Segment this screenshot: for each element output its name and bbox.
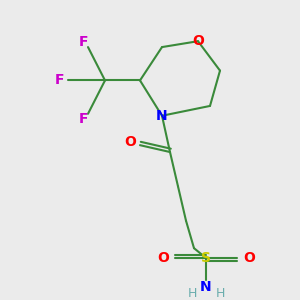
- Text: O: O: [124, 135, 136, 149]
- Text: F: F: [55, 74, 65, 87]
- Text: N: N: [156, 109, 168, 123]
- Text: O: O: [243, 251, 255, 265]
- Text: O: O: [157, 251, 169, 265]
- Text: N: N: [200, 280, 212, 294]
- Text: S: S: [201, 251, 211, 265]
- Text: H: H: [187, 287, 197, 300]
- Text: F: F: [78, 35, 88, 49]
- Text: F: F: [78, 112, 88, 126]
- Text: O: O: [192, 34, 204, 48]
- Text: H: H: [215, 287, 225, 300]
